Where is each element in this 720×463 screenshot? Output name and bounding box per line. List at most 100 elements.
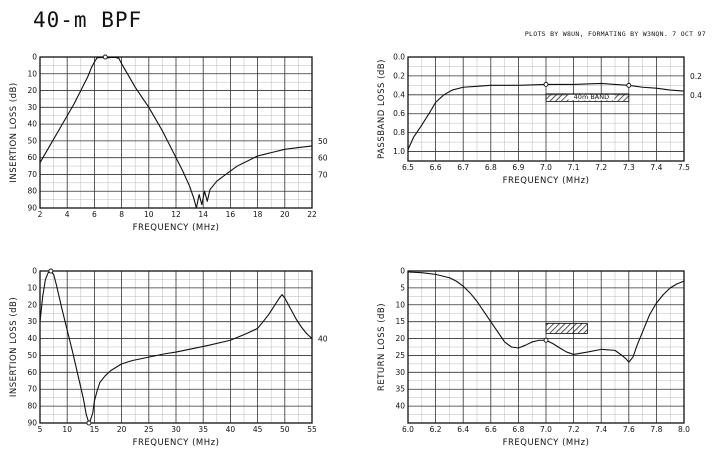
x-tick-label: 25	[144, 425, 154, 434]
chart-p2: 6.5 6.6 6.7 6.8 6.9 7.0 7.1 7.2 7.3 7.4 7.5 0.0 0.2 0…	[377, 53, 702, 187]
y-tick-label: 70	[27, 385, 37, 394]
y-tick-label: 0.4	[393, 90, 405, 99]
x-tick-label: 7.2	[568, 425, 580, 434]
data-point	[626, 82, 632, 88]
x-tick-label: 6.9	[512, 163, 524, 172]
x-tick-label: 7.4	[595, 425, 607, 434]
y-tick-label: 20	[395, 334, 405, 343]
right-axis-label: 0.2	[690, 72, 702, 81]
x-tick-label: 20	[280, 210, 290, 219]
right-axis-label: 70	[318, 170, 328, 179]
x-tick-label: 7.5	[678, 163, 690, 172]
series-line	[407, 82, 685, 150]
y-tick-label: 35	[395, 385, 405, 394]
x-tick-label: 20	[117, 425, 127, 434]
x-tick-label: 6.5	[402, 163, 414, 172]
x-tick-label: 50	[280, 425, 290, 434]
series-line	[407, 271, 685, 363]
x-tick-label: 10	[62, 425, 72, 434]
x-tick-label: 6.2	[430, 425, 442, 434]
y-tick-label: 90	[27, 204, 37, 213]
x-tick-label: 30	[171, 425, 181, 434]
series-line	[39, 56, 313, 209]
x-tick-label: 40	[226, 425, 236, 434]
x-tick-label: 4	[65, 210, 70, 219]
x-tick-label: 12	[171, 210, 181, 219]
y-tick-label: 40	[27, 120, 37, 129]
x-tick-label: 6.6	[485, 425, 497, 434]
page-title: 40-m BPF	[33, 8, 143, 32]
x-tick-label: 6.6	[430, 163, 442, 172]
y-tick-label: 50	[27, 136, 37, 145]
series-line	[39, 270, 313, 424]
plot-frame	[407, 56, 685, 162]
x-tick-label: 7.4	[650, 163, 662, 172]
y-tick-label: 0	[32, 53, 37, 62]
y-tick-label: 30	[27, 103, 37, 112]
y-tick-label: 10	[27, 69, 37, 78]
x-tick-label: 2	[38, 210, 43, 219]
x-tick-label: 7.1	[568, 163, 580, 172]
x-axis-label: FREQUENCY (MHz)	[133, 223, 220, 233]
x-tick-label: 6.4	[457, 425, 469, 434]
x-tick-label: 6.8	[512, 425, 524, 434]
y-tick-label: 20	[27, 86, 37, 95]
y-tick-label: 30	[395, 368, 405, 377]
y-tick-label: 10	[27, 283, 37, 292]
y-tick-label: 15	[395, 317, 405, 326]
y-tick-label: 1.0	[393, 147, 405, 156]
chart-p1: 2 4 6 8 10 12 14 16 18 20 22 0 10 20 30 40 50 60 70 80 90 50 6…	[9, 53, 328, 234]
x-tick-label: 15	[90, 425, 100, 434]
x-tick-label: 7.0	[540, 163, 552, 172]
right-axis-label: 60	[318, 154, 328, 163]
credit-line: PLOTS BY W8UN, FORMATING BY W3NQN. 7 OCT…	[524, 30, 706, 38]
y-tick-label: 80	[27, 187, 37, 196]
band-label: 40m BAND	[574, 93, 609, 101]
x-tick-label: 55	[307, 425, 317, 434]
x-tick-label: 7.3	[623, 163, 635, 172]
x-tick-label: 8.0	[678, 425, 690, 434]
x-tick-label: 8	[119, 210, 124, 219]
x-axis-label: FREQUENCY (MHz)	[503, 176, 590, 186]
y-tick-label: 0	[400, 267, 405, 276]
y-tick-label: 60	[27, 368, 37, 377]
y-tick-label: 40	[395, 402, 405, 411]
y-tick-label: 40	[27, 334, 37, 343]
data-point	[86, 420, 92, 426]
y-axis-label: INSERTION LOSS (dB)	[9, 82, 19, 182]
x-tick-label: 16	[226, 210, 236, 219]
x-axis-label: FREQUENCY (MHz)	[133, 438, 220, 448]
y-axis-label: PASSBAND LOSS (dB)	[377, 59, 387, 159]
data-point	[48, 268, 54, 274]
y-tick-label: 0	[32, 267, 37, 276]
y-tick-label: 30	[27, 317, 37, 326]
y-tick-label: 20	[27, 300, 37, 309]
y-tick-label: 0.2	[393, 71, 405, 80]
x-axis-label: FREQUENCY (MHz)	[503, 438, 590, 448]
band-box	[545, 322, 588, 334]
x-tick-label: 14	[198, 210, 208, 219]
x-tick-label: 5	[38, 425, 43, 434]
x-tick-label: 35	[198, 425, 208, 434]
right-axis-label: 50	[318, 137, 328, 146]
y-tick-label: 0.6	[393, 109, 405, 118]
y-tick-label: 0.8	[393, 128, 405, 137]
y-tick-label: 90	[27, 419, 37, 428]
x-tick-label: 45	[253, 425, 263, 434]
y-axis-label: RETURN LOSS (dB)	[377, 303, 387, 391]
y-axis-label: INSERTION LOSS (dB)	[9, 297, 19, 397]
x-tick-label: 7.8	[650, 425, 662, 434]
y-tick-label: 60	[27, 153, 37, 162]
x-tick-label: 7.2	[595, 163, 607, 172]
y-tick-label: 50	[27, 351, 37, 360]
x-tick-label: 6	[92, 210, 97, 219]
plot-frame	[407, 270, 685, 424]
x-tick-label: 7.6	[623, 425, 635, 434]
plot-frame	[39, 270, 313, 424]
chart-p4: 6.0 6.2 6.4 6.6 6.8 7.0 7.2 7.4 7.6 7.8 8.0 0 5 10 15 2…	[377, 267, 690, 449]
band-label-bg	[568, 94, 615, 101]
plot-frame	[39, 56, 313, 209]
y-tick-label: 5	[400, 283, 405, 292]
x-tick-label: 10	[144, 210, 154, 219]
